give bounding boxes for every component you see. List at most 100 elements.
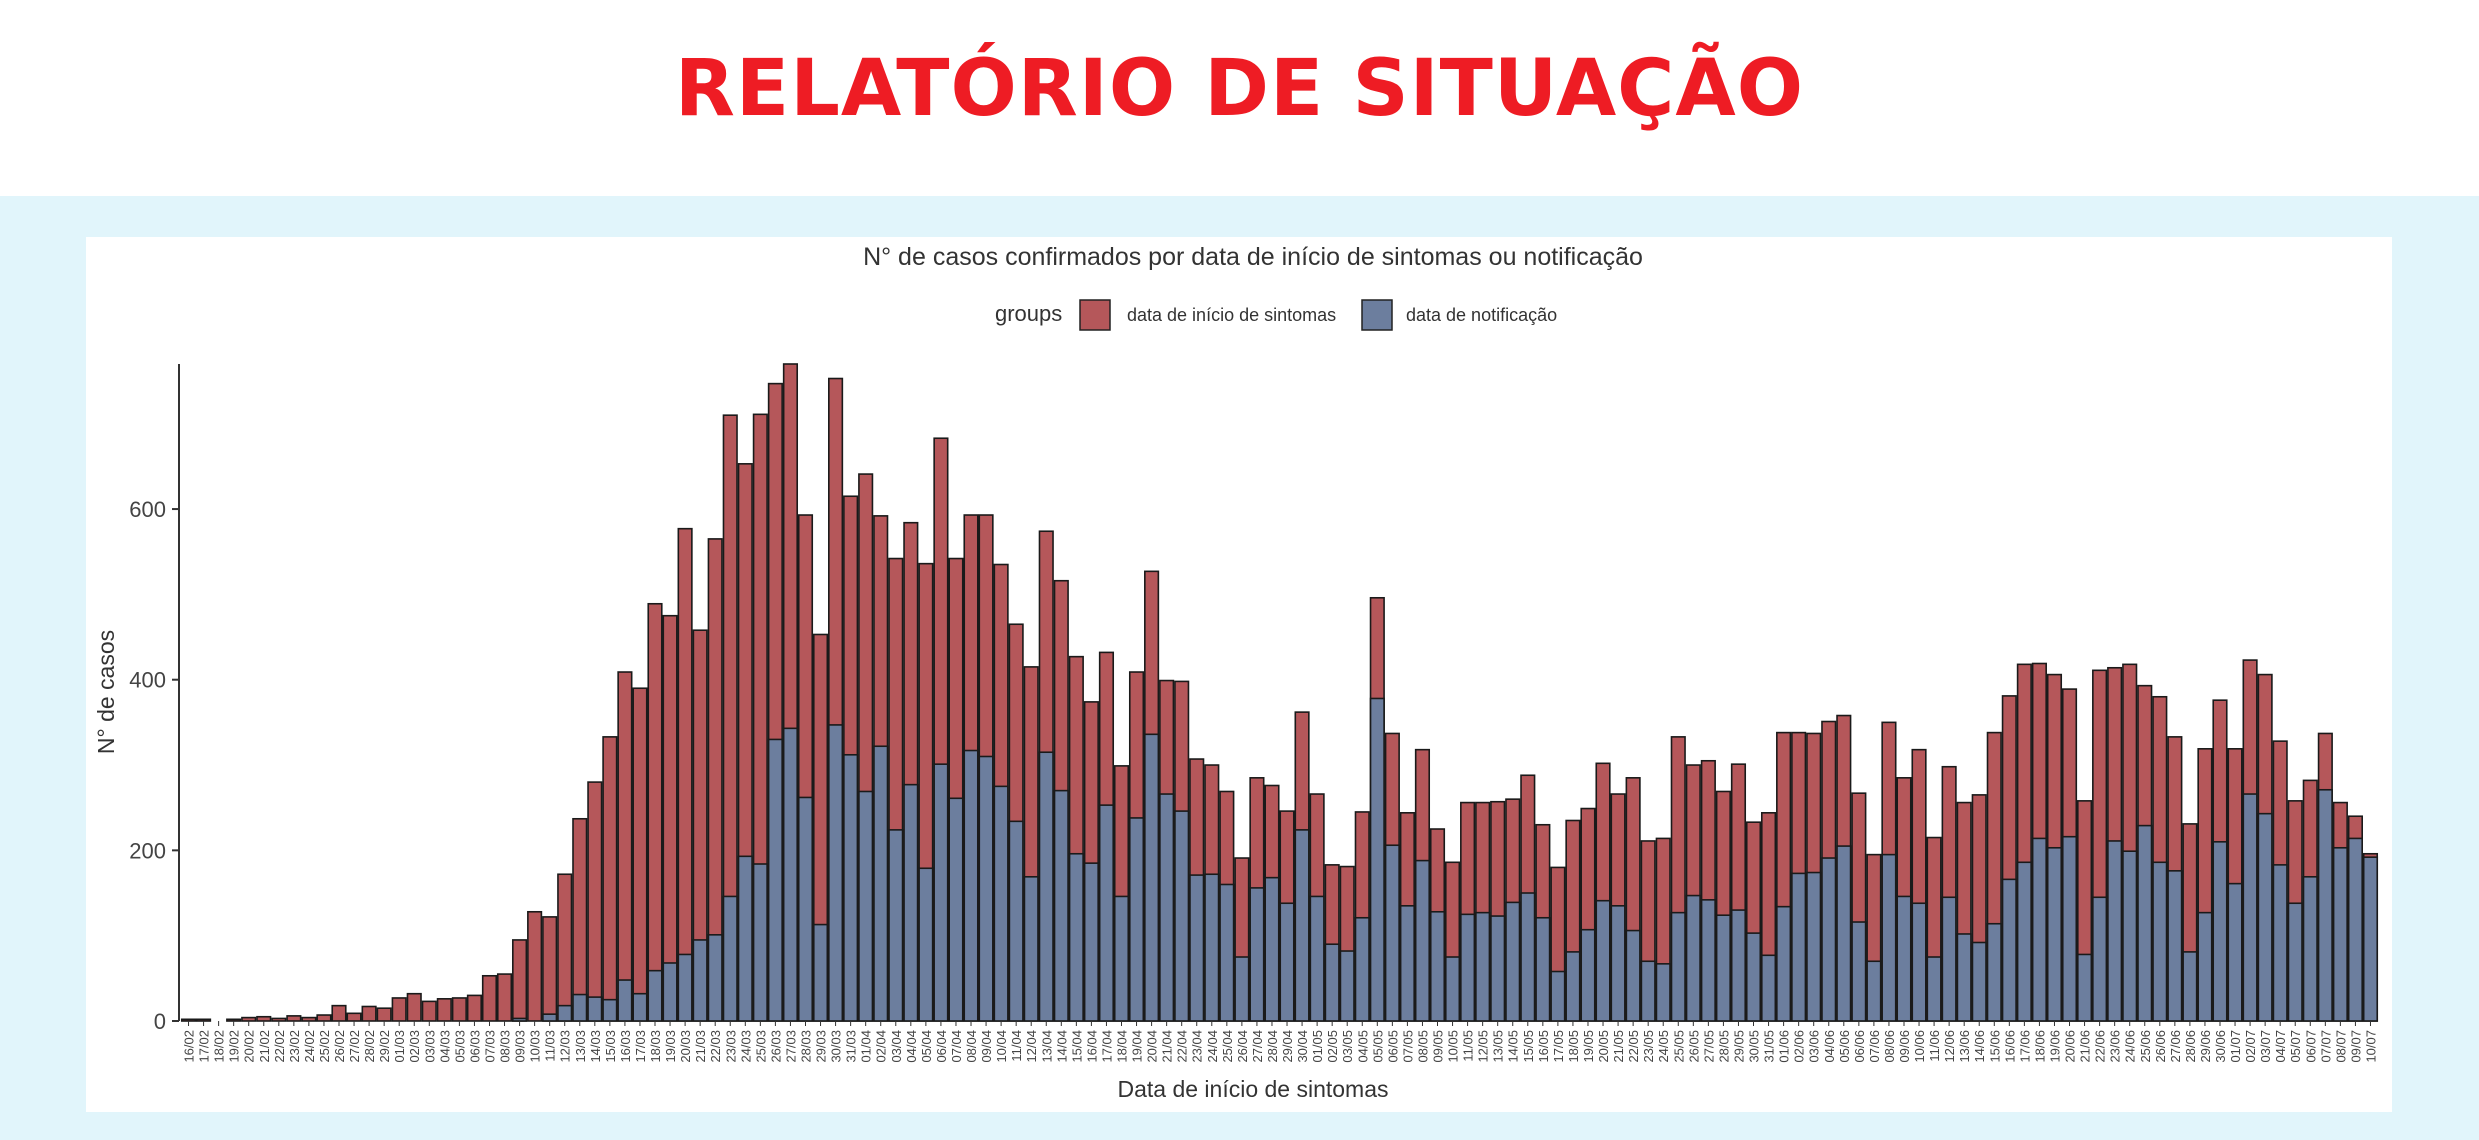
x-tick-label: 16/02 [182,1030,197,1063]
x-tick-label: 20/04 [1145,1030,1160,1063]
bar-notification [2362,856,2379,1022]
x-tick-label: 16/06 [2002,1030,2017,1063]
x-tick-label: 28/03 [798,1030,813,1063]
bar-notification [1128,817,1145,1022]
bar-notification [587,996,603,1022]
bar-notification [2122,850,2138,1022]
bar-notification [2001,878,2017,1022]
bar-notification [1309,895,1325,1022]
bar-notification [677,953,693,1022]
x-tick-label: 21/04 [1160,1030,1175,1063]
bar-notification [1414,859,1431,1022]
x-tick-label: 27/04 [1250,1030,1265,1063]
bar-symptom-onset [331,1004,347,1022]
bar-notification [2016,861,2032,1022]
x-tick-label: 25/05 [1671,1030,1686,1063]
x-tick-label: 26/05 [1686,1030,1701,1063]
bar-notification [1881,853,1897,1022]
bar-notification [1535,916,1551,1022]
bar-symptom-onset [587,781,603,1022]
y-axis-ticks: 0 200 400 600 [129,497,179,1034]
bar-symptom-onset [421,1000,437,1022]
bar-symptom-onset [481,974,498,1022]
bar-notification [1144,733,1160,1022]
x-tick-label: 23/04 [1190,1030,1205,1063]
bar-notification [873,745,889,1022]
bar-notification [1896,895,1912,1022]
bar-notification [572,993,588,1022]
bar-notification [2302,875,2318,1022]
bar-notification [512,1017,528,1022]
x-tick-label: 21/06 [2078,1030,2093,1063]
page-title: RELATÓRIO DE SITUAÇÃO [674,44,1805,134]
x-tick-label: 28/04 [1265,1030,1280,1063]
x-tick-label: 08/05 [1415,1030,1430,1063]
bar-notification [2227,882,2243,1022]
bar-notification [1956,933,1972,1022]
x-tick-label: 07/06 [1867,1030,1882,1063]
x-tick-label: 08/06 [1882,1030,1897,1063]
bar-notification [2137,824,2153,1022]
x-tick-label: 24/03 [738,1030,753,1063]
y-tick-label: 600 [129,497,166,522]
x-tick-label: 13/06 [1957,1030,1972,1063]
bar-notification [1339,950,1355,1022]
bar-notification [1429,910,1446,1022]
bar-notification [948,797,964,1022]
x-tick-label: 11/04 [1009,1030,1024,1062]
x-tick-label: 18/03 [648,1030,663,1063]
x-tick-label: 01/04 [859,1030,874,1063]
bar-notification [1490,915,1506,1022]
x-tick-label: 26/06 [2153,1030,2168,1063]
x-tick-label: 05/04 [919,1030,934,1063]
bar-symptom-onset [316,1014,332,1022]
x-tick-label: 19/03 [663,1030,678,1063]
x-tick-label: 20/02 [242,1030,257,1063]
bar-notification [1986,922,2002,1022]
legend-label-notification: data de notificação [1406,305,1557,325]
bar-notification [1354,916,1370,1022]
x-tick-label: 27/03 [783,1030,798,1063]
bar-symptom-onset [196,1018,212,1022]
x-tick-label: 28/05 [1716,1030,1731,1063]
bar-notification [1640,960,1656,1022]
bar-notification [2287,902,2303,1022]
x-tick-label: 30/05 [1747,1030,1762,1063]
bar-notification [2092,896,2108,1022]
bar-notification [1836,845,1852,1022]
x-tick-label: 04/06 [1822,1030,1837,1063]
bar-notification [993,785,1009,1022]
x-tick-label: 07/05 [1400,1030,1415,1063]
x-tick-label: 13/05 [1491,1030,1506,1063]
bar-notification [1068,852,1084,1022]
x-tick-label: 07/07 [2318,1030,2333,1063]
x-tick-label: 19/04 [1130,1030,1145,1063]
x-tick-label: 10/04 [994,1030,1009,1063]
bar-notification [1580,928,1596,1022]
bar-notification [1971,941,1987,1022]
legend-label-symptoms: data de início de sintomas [1127,305,1336,325]
bar-symptom-onset [436,998,452,1022]
x-tick-label: 03/07 [2258,1030,2273,1063]
x-tick-label: 27/06 [2168,1030,2183,1063]
bar-notification [843,753,859,1022]
x-tick-label: 25/06 [2138,1030,2153,1063]
bar-notification [1008,820,1024,1022]
x-tick-label: 03/04 [889,1030,904,1063]
bar-notification [2347,837,2363,1022]
bar-symptom-onset [180,1018,197,1022]
x-tick-label: 17/04 [1099,1030,1114,1063]
bar-notification [1294,829,1310,1022]
bar-notification [752,863,768,1022]
bar-notification [903,783,919,1022]
x-tick-label: 02/07 [2243,1030,2258,1063]
x-tick-label: 29/03 [814,1030,829,1063]
x-tick-label: 02/04 [874,1030,889,1063]
bar-symptom-onset [406,992,422,1022]
chart-title: N° de casos confirmados por data de iníc… [863,243,1643,271]
bar-notification [1911,902,1927,1022]
bar-notification [617,979,633,1022]
bar-notification [1565,951,1581,1022]
x-tick-label: 03/05 [1340,1030,1355,1063]
x-tick-label: 18/02 [212,1030,227,1063]
